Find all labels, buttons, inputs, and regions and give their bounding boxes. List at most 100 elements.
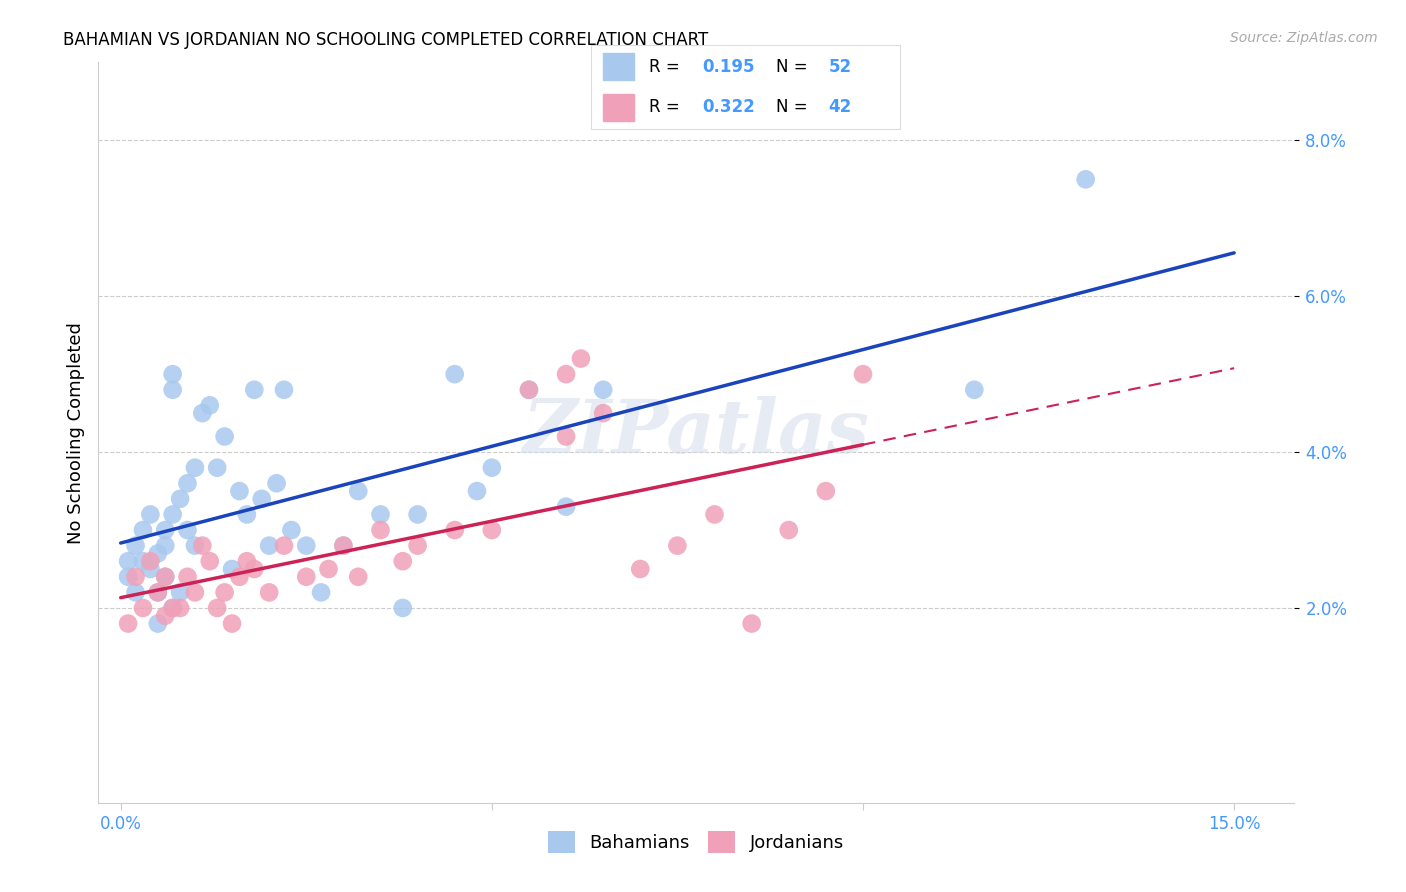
Point bbox=[146, 585, 169, 599]
Point bbox=[176, 570, 198, 584]
Point bbox=[391, 601, 413, 615]
Point bbox=[169, 585, 191, 599]
Point bbox=[214, 429, 236, 443]
Point bbox=[628, 562, 651, 576]
Point bbox=[481, 460, 503, 475]
Point bbox=[592, 406, 614, 420]
Point bbox=[221, 616, 243, 631]
Point bbox=[184, 585, 207, 599]
Point bbox=[273, 383, 295, 397]
Text: 0.195: 0.195 bbox=[702, 58, 755, 76]
Point bbox=[555, 367, 578, 381]
Point bbox=[162, 508, 184, 522]
Text: Source: ZipAtlas.com: Source: ZipAtlas.com bbox=[1230, 31, 1378, 45]
Text: 0.322: 0.322 bbox=[702, 98, 755, 116]
Point bbox=[266, 476, 288, 491]
Point bbox=[124, 539, 146, 553]
Point bbox=[1074, 172, 1097, 186]
Point bbox=[778, 523, 800, 537]
Point bbox=[517, 383, 540, 397]
Point bbox=[569, 351, 592, 366]
Point bbox=[370, 508, 392, 522]
Text: R =: R = bbox=[650, 98, 685, 116]
Point bbox=[132, 601, 155, 615]
Point bbox=[198, 554, 221, 568]
Point bbox=[191, 406, 214, 420]
Point bbox=[184, 460, 207, 475]
Point bbox=[555, 429, 578, 443]
Point bbox=[236, 554, 259, 568]
Y-axis label: No Schooling Completed: No Schooling Completed bbox=[66, 322, 84, 543]
Point bbox=[146, 585, 169, 599]
Point bbox=[592, 383, 614, 397]
Point bbox=[309, 585, 332, 599]
Point bbox=[257, 539, 280, 553]
Point bbox=[295, 570, 318, 584]
Point bbox=[814, 484, 837, 499]
Point bbox=[117, 554, 139, 568]
Point bbox=[273, 539, 295, 553]
Point bbox=[852, 367, 875, 381]
Point bbox=[517, 383, 540, 397]
Point bbox=[139, 554, 162, 568]
Point bbox=[124, 585, 146, 599]
Point bbox=[221, 562, 243, 576]
Point bbox=[169, 601, 191, 615]
Point bbox=[666, 539, 689, 553]
Point bbox=[162, 367, 184, 381]
Point bbox=[332, 539, 354, 553]
Point bbox=[162, 601, 184, 615]
Point bbox=[169, 491, 191, 506]
Point bbox=[257, 585, 280, 599]
Point bbox=[132, 554, 155, 568]
Point bbox=[139, 562, 162, 576]
Point bbox=[332, 539, 354, 553]
Point bbox=[741, 616, 763, 631]
Point bbox=[117, 570, 139, 584]
Text: BAHAMIAN VS JORDANIAN NO SCHOOLING COMPLETED CORRELATION CHART: BAHAMIAN VS JORDANIAN NO SCHOOLING COMPL… bbox=[63, 31, 709, 49]
Point bbox=[243, 383, 266, 397]
Point bbox=[191, 539, 214, 553]
Point bbox=[236, 508, 259, 522]
Text: 42: 42 bbox=[828, 98, 852, 116]
Point bbox=[176, 523, 198, 537]
Point bbox=[155, 608, 177, 623]
Point bbox=[162, 383, 184, 397]
Point bbox=[117, 616, 139, 631]
Text: R =: R = bbox=[650, 58, 685, 76]
Point bbox=[406, 539, 429, 553]
Point bbox=[228, 570, 250, 584]
Point bbox=[124, 570, 146, 584]
Point bbox=[481, 523, 503, 537]
Point bbox=[295, 539, 318, 553]
Bar bbox=[603, 54, 634, 80]
Point bbox=[176, 476, 198, 491]
Point bbox=[347, 570, 370, 584]
Point bbox=[155, 523, 177, 537]
Text: N =: N = bbox=[776, 58, 813, 76]
Text: N =: N = bbox=[776, 98, 813, 116]
Point bbox=[243, 562, 266, 576]
Point bbox=[155, 570, 177, 584]
Point bbox=[963, 383, 986, 397]
Point bbox=[280, 523, 302, 537]
Bar bbox=[603, 94, 634, 120]
Point bbox=[465, 484, 488, 499]
Point bbox=[139, 508, 162, 522]
Point bbox=[162, 601, 184, 615]
Point bbox=[391, 554, 413, 568]
Point bbox=[443, 523, 465, 537]
Point bbox=[205, 601, 228, 615]
Legend: Bahamians, Jordanians: Bahamians, Jordanians bbox=[541, 824, 851, 861]
Point bbox=[318, 562, 340, 576]
Point bbox=[155, 570, 177, 584]
Point bbox=[347, 484, 370, 499]
Point bbox=[146, 616, 169, 631]
Point bbox=[146, 546, 169, 560]
Text: 52: 52 bbox=[828, 58, 852, 76]
Point bbox=[443, 367, 465, 381]
Point bbox=[228, 484, 250, 499]
Point bbox=[703, 508, 725, 522]
Point bbox=[406, 508, 429, 522]
Point bbox=[370, 523, 392, 537]
